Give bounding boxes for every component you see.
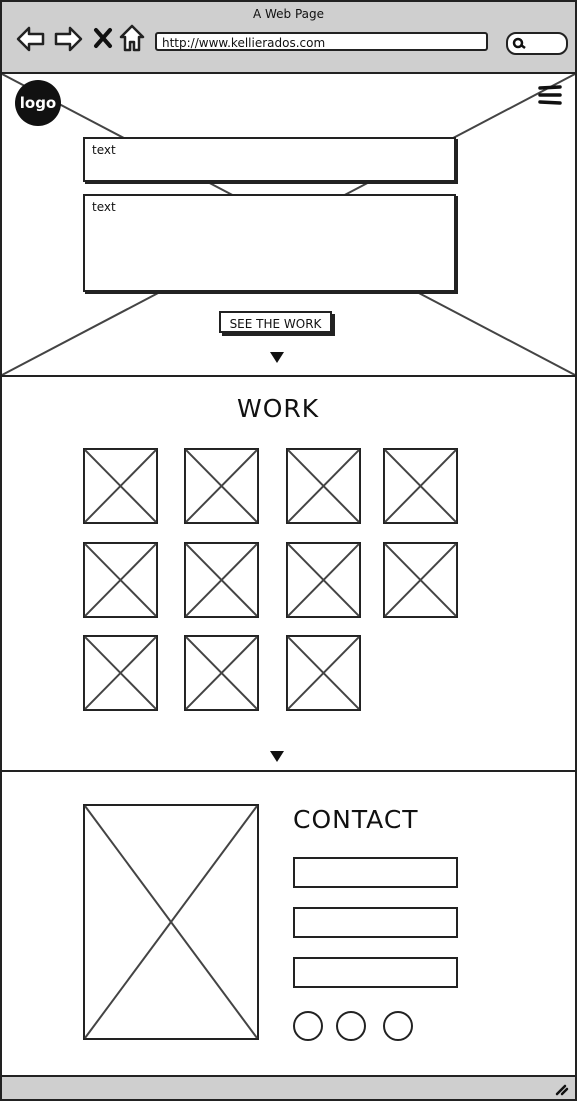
work-section: WORK — [2, 376, 575, 772]
contact-section: CONTACT — [2, 772, 575, 1072]
arrow-left-icon[interactable] — [16, 26, 46, 52]
address-bar[interactable]: http://www.kellierados.com — [155, 32, 488, 51]
search-field[interactable] — [506, 32, 568, 55]
status-bar — [2, 1075, 575, 1099]
close-icon[interactable] — [93, 27, 113, 49]
contact-field-1[interactable] — [293, 857, 458, 888]
work-thumbnail[interactable] — [83, 542, 158, 618]
work-thumbnail[interactable] — [286, 542, 361, 618]
work-thumbnail[interactable] — [184, 448, 259, 524]
hamburger-icon[interactable] — [538, 84, 562, 106]
arrow-right-icon[interactable] — [53, 26, 83, 52]
see-the-work-button[interactable]: SEE THE WORK — [219, 311, 332, 333]
work-title: WORK — [237, 394, 320, 423]
logo[interactable]: logo — [15, 80, 61, 126]
social-icon-3[interactable] — [383, 1011, 413, 1041]
search-icon — [512, 37, 526, 49]
work-thumbnail[interactable] — [83, 635, 158, 711]
social-icon-1[interactable] — [293, 1011, 323, 1041]
contact-field-3[interactable] — [293, 957, 458, 988]
work-thumbnail[interactable] — [184, 542, 259, 618]
contact-field-2[interactable] — [293, 907, 458, 938]
work-thumbnail[interactable] — [83, 448, 158, 524]
triangle-down-icon[interactable] — [270, 751, 284, 762]
hero-section: logo text text SEE THE WORK — [2, 74, 575, 377]
home-icon[interactable] — [119, 24, 145, 52]
contact-title: CONTACT — [293, 805, 419, 834]
work-thumbnail[interactable] — [383, 448, 458, 524]
resize-handle-icon[interactable] — [555, 1082, 569, 1096]
work-thumbnail[interactable] — [383, 542, 458, 618]
work-thumbnail[interactable] — [184, 635, 259, 711]
browser-toolbar: A Web Page http://www.kellierados.com — [2, 2, 575, 74]
window-title: A Web Page — [252, 7, 325, 21]
work-thumbnail[interactable] — [286, 448, 361, 524]
contact-image-placeholder — [83, 804, 259, 1040]
social-icon-2[interactable] — [336, 1011, 366, 1041]
hero-text-1: text — [83, 137, 456, 182]
hero-text-2: text — [83, 194, 456, 292]
triangle-down-icon[interactable] — [270, 352, 284, 363]
work-thumbnail[interactable] — [286, 635, 361, 711]
